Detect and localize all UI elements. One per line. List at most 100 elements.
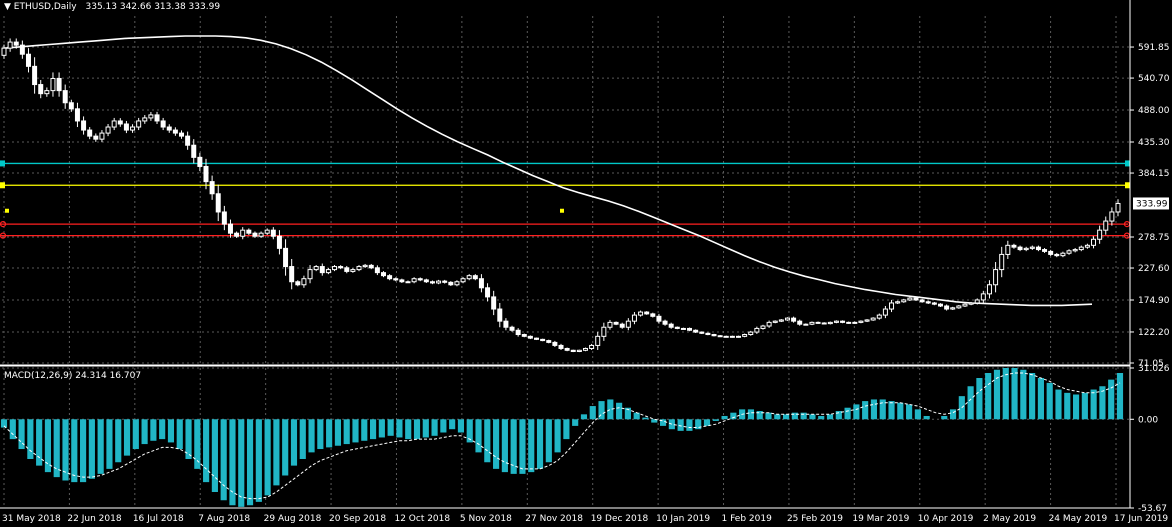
candle-body-152 <box>931 302 937 305</box>
candle-body-15 <box>93 135 99 140</box>
candle-body-52 <box>319 266 325 274</box>
candle-body-38 <box>234 232 240 237</box>
candle-body-33 <box>203 165 209 183</box>
candle-body-67 <box>411 278 417 283</box>
candle-body-5 <box>32 65 38 86</box>
candle-body-6 <box>38 84 44 95</box>
candle-body-142 <box>870 317 876 321</box>
candle-body-57 <box>350 269 356 272</box>
candle-body-144 <box>882 308 888 316</box>
candle-body-156 <box>956 305 962 309</box>
candle-body-140 <box>858 320 864 323</box>
x-tick-label-12: 25 Feb 2019 <box>787 514 843 524</box>
candle-body-69 <box>423 279 429 283</box>
candle-body-115 <box>705 332 711 336</box>
candle-body-177 <box>1084 244 1090 248</box>
candle-body-10 <box>62 90 68 104</box>
candle-body-100 <box>613 321 619 325</box>
candle-body-97 <box>595 335 601 346</box>
candle-body-40 <box>246 229 252 234</box>
x-tick-label-2: 16 Jul 2018 <box>133 514 184 524</box>
candle-body-124 <box>760 325 766 329</box>
candle-body-87 <box>534 337 540 340</box>
candle-body-127 <box>778 319 784 322</box>
candle-body-41 <box>252 232 258 237</box>
header-arrow-icon: ▼ <box>4 2 11 12</box>
cyan-level-handle-right <box>1125 160 1130 167</box>
level-markers[interactable] <box>5 208 564 213</box>
candle-body-159 <box>974 299 980 304</box>
candle-body-72 <box>442 280 448 283</box>
candle-body-83 <box>509 326 515 331</box>
candle-body-141 <box>864 319 870 322</box>
candle-body-132 <box>809 321 815 325</box>
x-tick-label-7: 5 Nov 2018 <box>460 514 512 524</box>
cyan-level-handle-left <box>0 160 5 167</box>
candle-body-95 <box>582 347 588 351</box>
yellow-level-handle-right <box>1125 182 1130 189</box>
candle-body-174 <box>1066 250 1072 254</box>
candle-body-76 <box>466 275 472 280</box>
candle-body-160 <box>980 293 986 301</box>
candle-body-61 <box>374 267 380 274</box>
candle-body-93 <box>570 349 576 353</box>
candle-body-98 <box>601 326 607 337</box>
candle-body-63 <box>387 275 393 280</box>
candle-body-116 <box>711 334 717 337</box>
candle-body-85 <box>521 334 527 337</box>
candle-body-82 <box>503 320 509 328</box>
candle-body-137 <box>840 320 846 323</box>
candle-body-94 <box>576 349 582 353</box>
candle-body-175 <box>1072 249 1078 252</box>
candle-body-66 <box>405 281 411 284</box>
candle-body-84 <box>515 329 521 336</box>
candle-body-105 <box>644 311 650 315</box>
candle-body-131 <box>803 323 809 326</box>
candle-body-9 <box>56 77 62 92</box>
x-tick-label-6: 12 Oct 2018 <box>394 514 450 524</box>
y-axis-labels: 591.85 540.70 488.00 435.30 384.15 278.75 227.… <box>1130 43 1170 514</box>
candle-body-161 <box>986 284 992 295</box>
x-tick-label-16: 24 May 2019 <box>1049 514 1108 524</box>
candle-body-172 <box>1054 253 1060 257</box>
candle-body-30 <box>185 135 191 146</box>
candle-body-135 <box>827 321 833 325</box>
candle-body-143 <box>876 314 882 319</box>
y-tick-label-7: 227.60 <box>1138 264 1170 274</box>
candle-body-108 <box>662 320 668 325</box>
macd-header: MACD(12,26,9) 24.314 16.707 <box>4 371 141 381</box>
x-tick-label-3: 7 Aug 2018 <box>198 514 250 524</box>
candle-body-136 <box>833 320 839 323</box>
candle-body-166 <box>1017 246 1023 251</box>
candle-body-55 <box>338 266 344 269</box>
candle-body-120 <box>736 335 742 338</box>
y-tick-label-1: 540.70 <box>1138 74 1170 84</box>
candle-body-165 <box>1011 244 1017 248</box>
candle-body-162 <box>993 269 999 286</box>
candle-body-133 <box>815 321 821 324</box>
candle-body-109 <box>668 323 674 328</box>
x-tick-label-15: 2 May 2019 <box>983 514 1036 524</box>
candle-body-47 <box>289 266 295 283</box>
macd-signal-line <box>3 372 1121 500</box>
candles <box>1 38 1121 353</box>
candle-body-32 <box>197 156 203 167</box>
y-tick-label-6: 278.75 <box>1138 233 1170 243</box>
candle-body-42 <box>258 232 264 237</box>
candle-body-96 <box>589 344 595 349</box>
y-tick-label-10: 71.05 <box>1138 359 1164 369</box>
candle-body-128 <box>784 317 790 321</box>
candle-body-21 <box>130 126 136 131</box>
candle-body-107 <box>656 315 662 322</box>
candle-body-35 <box>215 193 221 213</box>
candle-body-22 <box>136 120 142 128</box>
candle-body-182 <box>1115 202 1121 213</box>
horizontal-levels[interactable] <box>0 160 1131 239</box>
symbol-label: ETHUSD,Daily <box>13 2 77 12</box>
candle-body-101 <box>619 323 625 328</box>
candle-body-126 <box>772 320 778 323</box>
candle-body-78 <box>478 278 484 289</box>
candle-body-68 <box>417 278 423 281</box>
ohlc-values: 335.13 342.66 313.38 333.99 <box>85 2 221 12</box>
